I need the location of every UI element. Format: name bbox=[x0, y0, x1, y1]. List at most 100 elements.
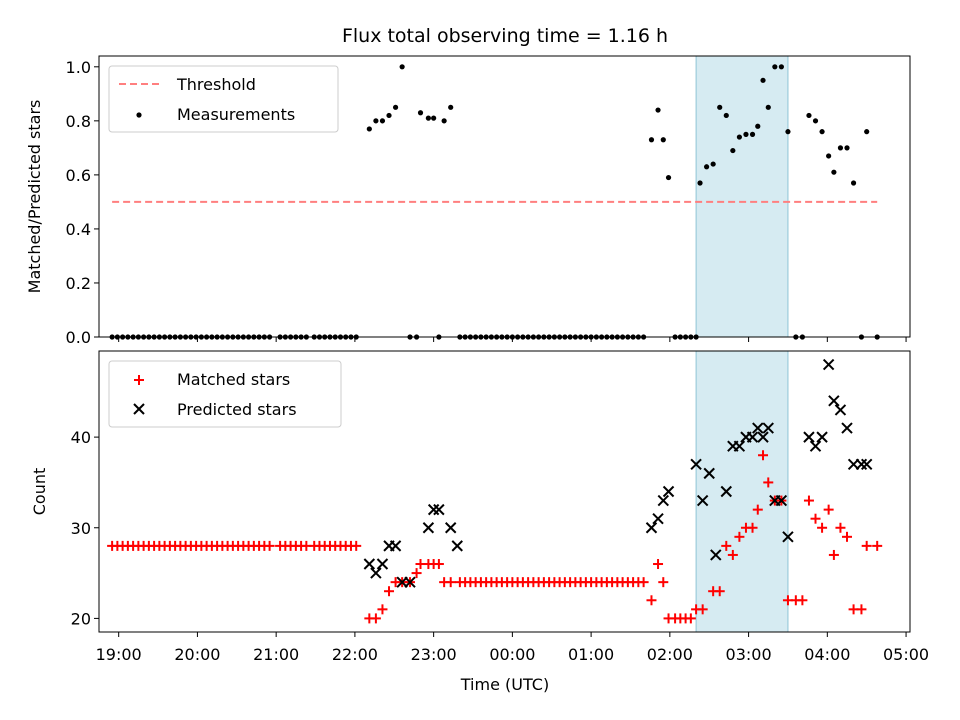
predicted-star-point bbox=[422, 522, 435, 534]
x-tick-label: 21:00 bbox=[253, 645, 299, 664]
matched-star-point bbox=[763, 477, 774, 488]
bottom-x-axis-ticks: 19:00 20:00 21:00 22:00 23:00 00:00 01:00 02:00… bbox=[96, 632, 929, 664]
highlight-span-rect bbox=[695, 350, 789, 633]
y-tick-label: 0.2 bbox=[66, 274, 91, 293]
measurement-point bbox=[399, 64, 405, 70]
predicted-star-point bbox=[762, 422, 774, 434]
matched-star-point bbox=[433, 559, 444, 570]
predicted-star-point bbox=[816, 431, 828, 443]
predicted-star-point bbox=[860, 458, 873, 471]
y-tick-label: 30 bbox=[71, 519, 91, 538]
measurement-point bbox=[417, 110, 424, 116]
predicted-star-point bbox=[652, 512, 664, 525]
bottom-legend-label-matched: Matched stars bbox=[177, 370, 290, 389]
matched-star-point bbox=[445, 577, 456, 588]
measurement-point bbox=[864, 129, 870, 135]
matched-star-point bbox=[803, 495, 814, 506]
predicted-star-point bbox=[782, 531, 794, 543]
measurement-point bbox=[743, 131, 749, 137]
predicted-star-point bbox=[363, 558, 376, 570]
measurement-point bbox=[755, 123, 761, 129]
top-y-axis-ticks: 0.0 0.2 0.4 0.6 0.8 1.0 bbox=[66, 58, 99, 347]
matched-star-point bbox=[823, 504, 834, 515]
y-tick-label: 40 bbox=[71, 428, 91, 447]
predicted-star-point bbox=[690, 458, 702, 471]
matched-star-point bbox=[817, 522, 828, 533]
bottom-y-axis-label: Count bbox=[30, 468, 49, 516]
matched-star-point bbox=[264, 540, 275, 551]
bottom-legend: Matched stars Predicted stars bbox=[108, 360, 342, 428]
predicted-star-point bbox=[809, 440, 822, 452]
measurement-point bbox=[648, 137, 655, 143]
measurement-point bbox=[765, 104, 771, 110]
predicted-star-point bbox=[370, 567, 382, 579]
measurement-point bbox=[831, 169, 837, 175]
measurement-point bbox=[660, 137, 666, 143]
measurement-point bbox=[772, 64, 778, 70]
matched-star-point bbox=[861, 540, 872, 551]
matched-star-point bbox=[384, 586, 395, 597]
top-axes-frame bbox=[98, 55, 911, 338]
measurement-point bbox=[844, 145, 850, 151]
predicted-star-point bbox=[720, 485, 732, 498]
top-legend-box bbox=[108, 65, 339, 133]
measurement-point bbox=[431, 115, 437, 121]
predicted-star-point bbox=[657, 494, 669, 507]
predicted-star-point bbox=[803, 431, 815, 443]
predicted-star-point bbox=[427, 503, 440, 516]
matched-star-point bbox=[658, 577, 669, 588]
matched-star-point bbox=[714, 586, 725, 597]
predicted-star-point bbox=[444, 522, 457, 534]
matched-star-point bbox=[638, 577, 649, 588]
x-tick-label: 23:00 bbox=[411, 645, 457, 664]
measurement-point bbox=[749, 131, 756, 137]
predicted-star-point bbox=[757, 431, 769, 443]
measurement-point bbox=[826, 153, 832, 159]
measurement-point bbox=[760, 77, 766, 83]
matched-star-point bbox=[842, 531, 853, 542]
measurement-point bbox=[392, 104, 399, 110]
measurement-point bbox=[379, 118, 386, 124]
measurement-point bbox=[697, 180, 703, 186]
measurement-point bbox=[806, 112, 812, 119]
bottom-panel: 20 30 40 19:00 20:00 21:00 22:00 23:00 00:00 01:… bbox=[30, 350, 929, 694]
top-y-axis-label: Matched/Predicted stars bbox=[25, 100, 44, 294]
measurement-point bbox=[366, 126, 372, 132]
measurement-point bbox=[736, 134, 743, 140]
matched-star-point bbox=[752, 504, 763, 515]
measurement-point bbox=[425, 115, 431, 121]
predicted-star-point bbox=[855, 458, 868, 471]
measurement-point bbox=[778, 64, 784, 70]
matched-star-point bbox=[835, 522, 846, 533]
bottom-highlight-span bbox=[695, 350, 789, 633]
top-legend-label-measurements: Measurements bbox=[177, 105, 295, 124]
matched-legend-swatch bbox=[134, 375, 144, 385]
predicted-legend-swatch bbox=[133, 403, 145, 415]
matched-star-point bbox=[697, 604, 708, 615]
matched-star-point bbox=[646, 595, 657, 606]
top-panel: 0.0 0.2 0.4 0.6 0.8 1.0 Matched/Predicted sta… bbox=[25, 55, 911, 347]
predicted-star-point bbox=[752, 422, 764, 434]
bottom-legend-label-predicted: Predicted stars bbox=[177, 400, 297, 419]
matched-star-point bbox=[411, 568, 422, 579]
predicted-star-point bbox=[645, 522, 658, 534]
x-tick-label: 00:00 bbox=[489, 645, 535, 664]
predicted-star-point bbox=[662, 485, 675, 498]
measurement-point bbox=[850, 180, 857, 186]
highlight-span-rect bbox=[695, 55, 789, 338]
measurement-point bbox=[665, 174, 672, 181]
top-highlight-span bbox=[695, 55, 789, 338]
predicted-star-point bbox=[822, 358, 835, 371]
measurement-point bbox=[386, 112, 392, 119]
predicted-star-point bbox=[451, 540, 463, 552]
measurement-point bbox=[448, 104, 454, 110]
y-tick-label: 20 bbox=[71, 609, 91, 628]
matched-star-point bbox=[377, 604, 388, 615]
predicted-star-point bbox=[834, 404, 847, 416]
predicted-star-point bbox=[376, 558, 389, 570]
measurements-legend-swatch bbox=[136, 112, 142, 118]
matched-star-point bbox=[810, 513, 821, 524]
measurement-point bbox=[373, 118, 379, 124]
matched-star-point bbox=[797, 595, 808, 606]
